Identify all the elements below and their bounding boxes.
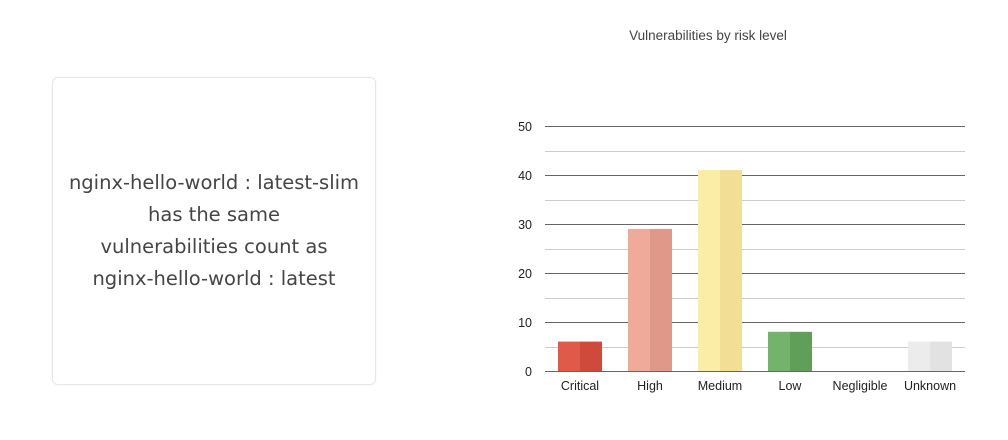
y-tick-label: 30 (518, 218, 532, 232)
bar-medium-right (720, 170, 742, 371)
comparison-line-2: has the same (148, 203, 280, 226)
bar-unknown-right (930, 341, 952, 371)
x-tick-label-critical: Critical (561, 379, 599, 393)
x-tick-label-low: Low (779, 379, 803, 393)
vulnerabilities-bar-chart: 0 10 20 30 40 50 Critical High Medium Low Negligib… (518, 120, 965, 393)
x-tick-label-medium: Medium (698, 379, 742, 393)
y-tick-label: 10 (518, 316, 532, 330)
bar-medium-left (698, 170, 720, 371)
bar-critical-right (580, 341, 602, 371)
comparison-message: nginx-hello-world : latest-slim has the … (64, 167, 364, 295)
bar-high-right (650, 228, 672, 371)
x-tick-label-unknown: Unknown (904, 379, 956, 393)
chart-title: Vulnerabilities by risk level (629, 28, 787, 43)
bar-low-right (790, 331, 812, 371)
x-tick-label-high: High (637, 379, 663, 393)
x-tick-label-negligible: Negligible (833, 379, 888, 393)
bar-unknown-left (908, 341, 930, 371)
y-tick-label: 40 (518, 169, 532, 183)
comparison-line-3: vulnerabilities count as (100, 235, 328, 258)
y-tick-label: 50 (518, 120, 532, 134)
comparison-line-1: nginx-hello-world : latest-slim (68, 171, 360, 194)
bar-high-left (628, 228, 650, 371)
bar-low-left (768, 331, 790, 371)
comparison-line-4: nginx-hello-world : latest (92, 267, 336, 290)
y-tick-label: 20 (518, 267, 532, 281)
bar-critical-left (558, 341, 580, 371)
comparison-card: nginx-hello-world : latest-slim has the … (52, 77, 376, 385)
y-tick-label: 0 (525, 365, 532, 379)
